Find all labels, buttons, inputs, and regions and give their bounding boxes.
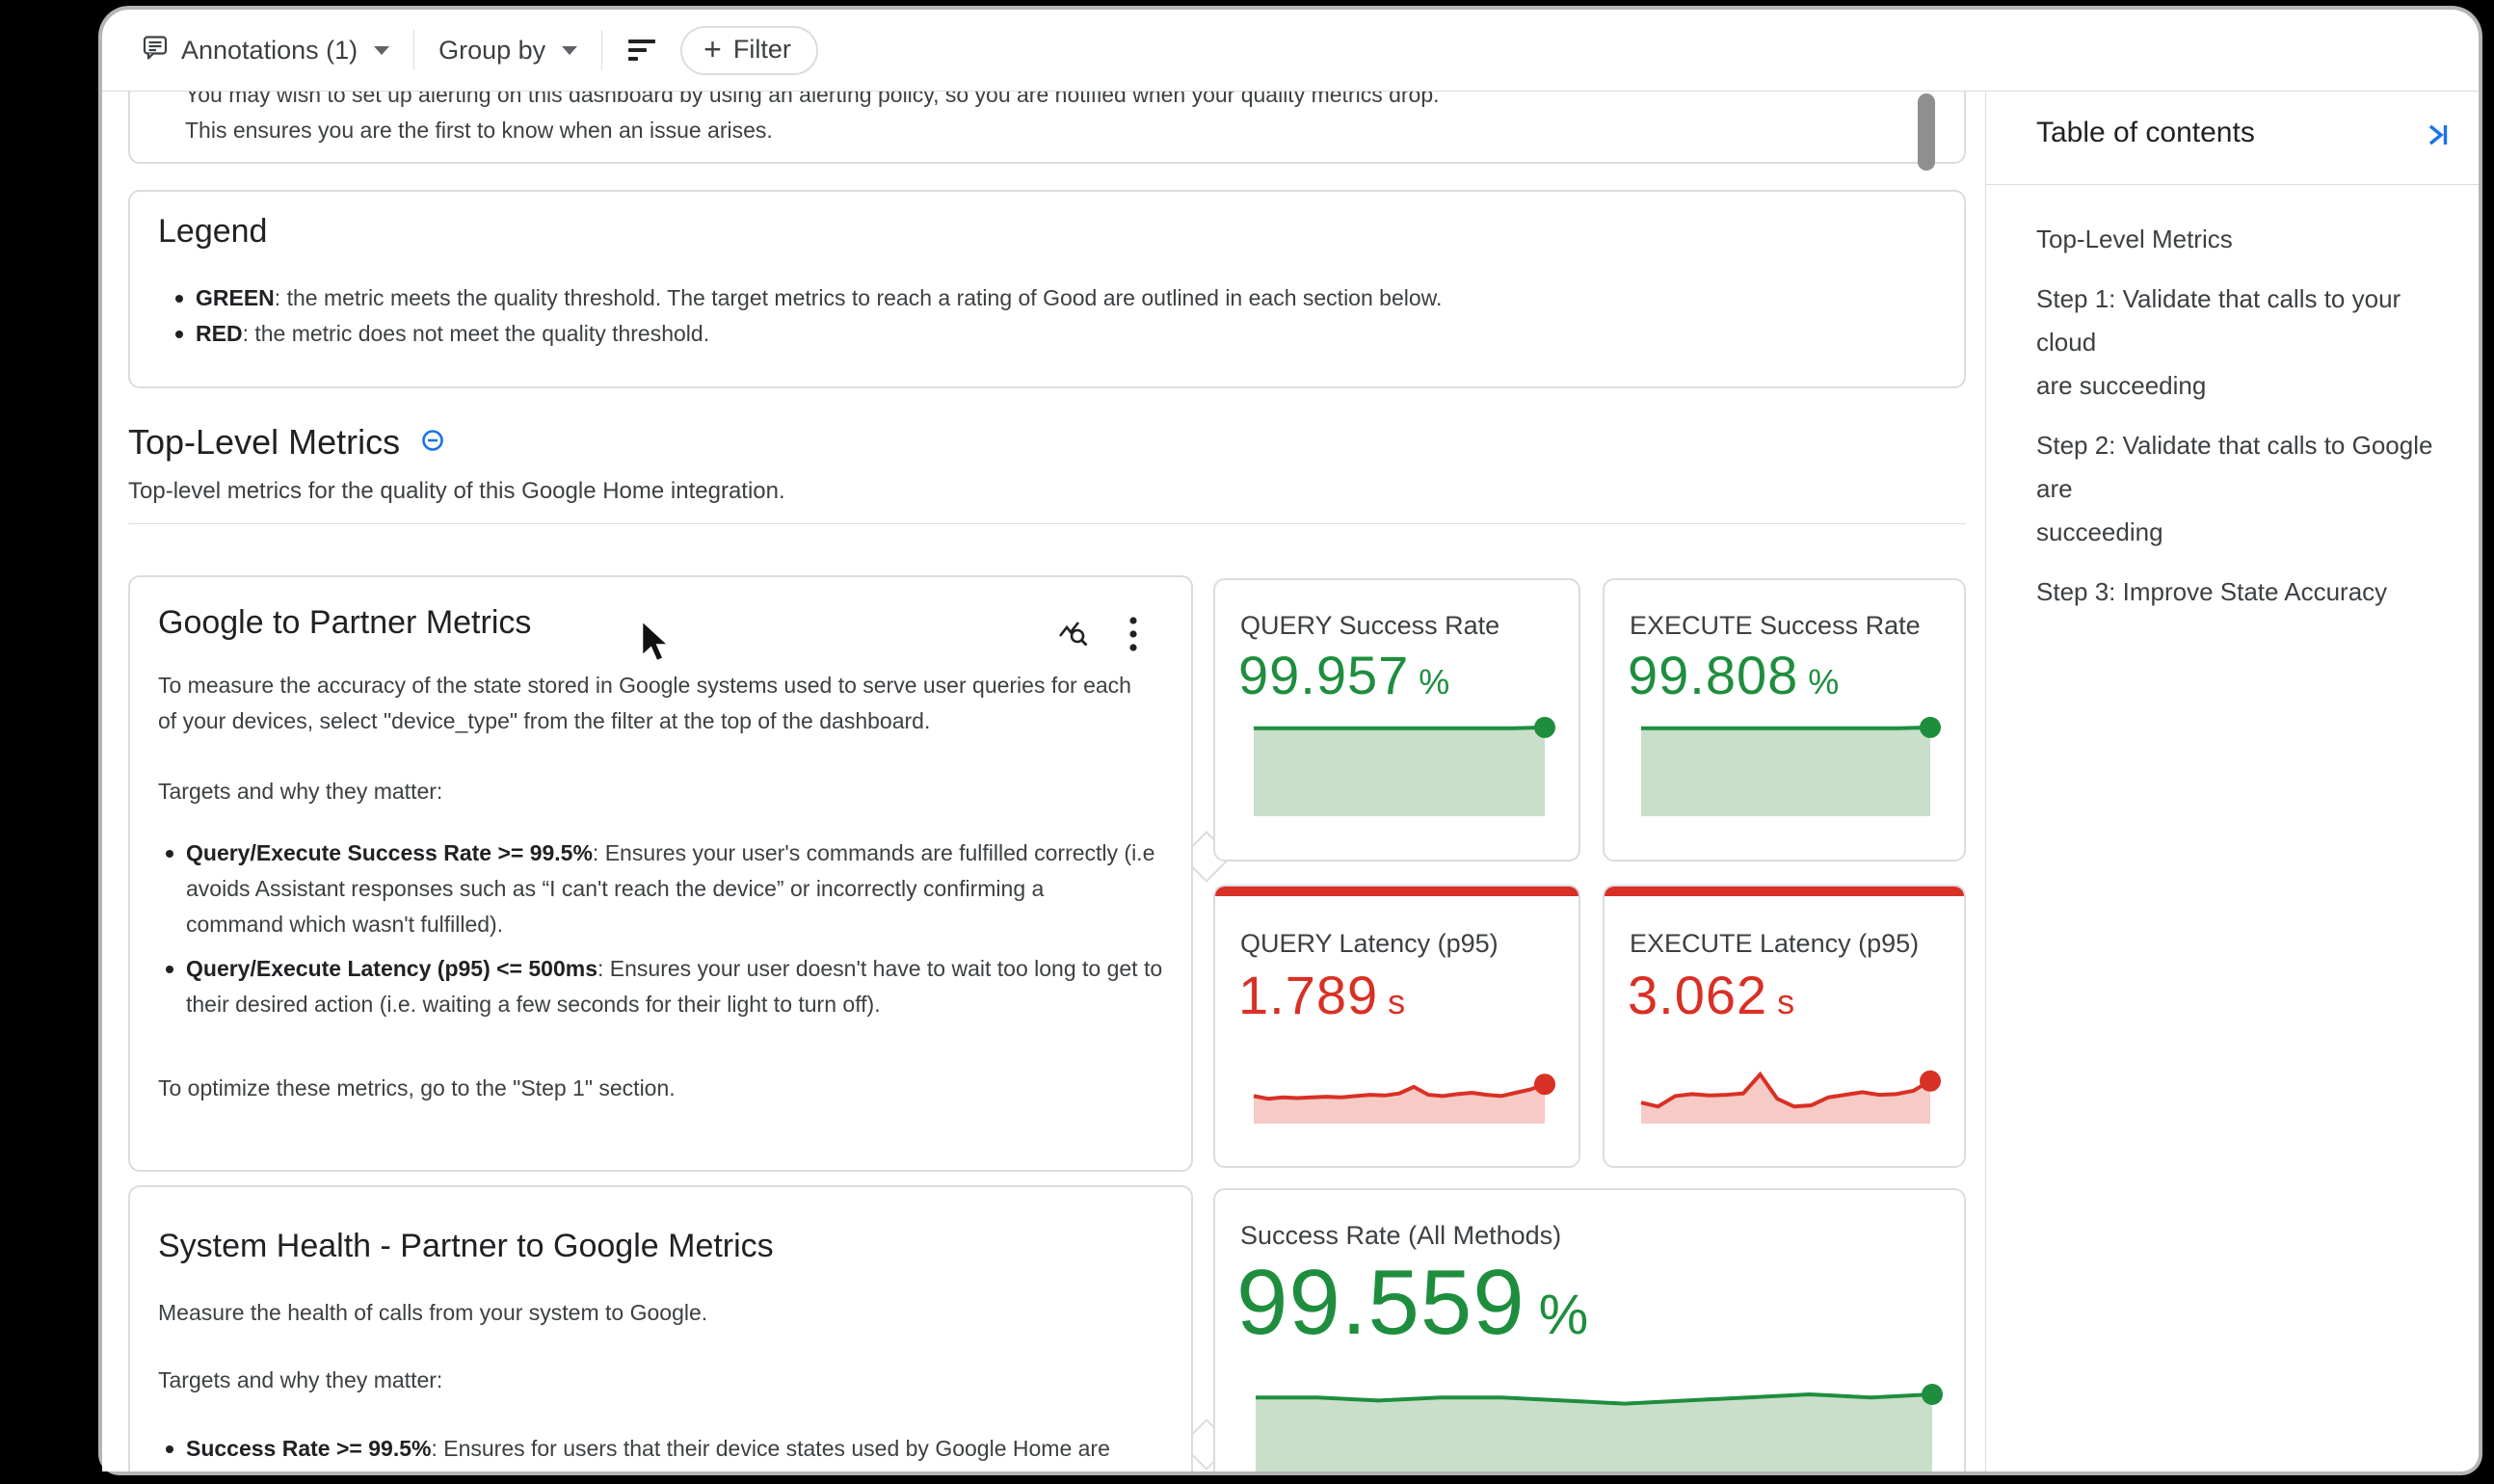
toolbar-divider bbox=[413, 30, 415, 70]
toc-item-step-2[interactable]: Step 2: Validate that calls to Google ar… bbox=[2036, 431, 2433, 546]
intro-text-card: You may wish to set up alerting on this … bbox=[128, 92, 1966, 164]
metrics-explorer-icon[interactable] bbox=[1057, 618, 1090, 655]
dashboard-panel: Annotations (1) Group by + Filter Table … bbox=[102, 10, 2479, 1471]
scrollbar-thumb[interactable] bbox=[1918, 93, 1935, 171]
section-link-icon[interactable] bbox=[419, 427, 446, 459]
execute-latency-card: EXECUTE Latency (p95) 3.062 s bbox=[1603, 885, 1966, 1168]
google-to-partner-title: Google to Partner Metrics bbox=[158, 604, 532, 641]
google-to-partner-card: Google to Partner Metrics bbox=[128, 575, 1193, 1172]
toc-title: Table of contents bbox=[2036, 117, 2255, 148]
filter-button-label: Filter bbox=[732, 34, 791, 64]
system-health-title: System Health - Partner to Google Metric… bbox=[158, 1228, 774, 1264]
legend-title: Legend bbox=[158, 213, 268, 250]
query-latency-card: QUERY Latency (p95) 1.789 s bbox=[1213, 885, 1580, 1168]
targets-label: Targets and why they matter: bbox=[158, 1367, 443, 1392]
toolbar: Annotations (1) Group by + Filter bbox=[102, 10, 2479, 92]
threshold-alert-stripe bbox=[1605, 887, 1964, 896]
targets-list: Success Rate >= 99.5%: Ensures for users… bbox=[158, 1431, 1170, 1471]
mouse-cursor bbox=[633, 618, 677, 673]
targets-label: Targets and why they matter: bbox=[158, 779, 443, 804]
collapse-sidebar-icon[interactable] bbox=[2422, 119, 2453, 155]
legend-item-green: GREEN: the metric meets the quality thre… bbox=[168, 280, 1902, 316]
scorecard-title: EXECUTE Latency (p95) bbox=[1630, 929, 1920, 958]
legend-item-red: RED: the metric does not meet the qualit… bbox=[168, 316, 1902, 352]
system-health-paragraph: Measure the health of calls from your sy… bbox=[158, 1300, 708, 1325]
targets-list: Query/Execute Success Rate >= 99.5%: Ens… bbox=[158, 835, 1170, 1022]
sparkline-chart bbox=[1256, 1379, 1943, 1471]
toc-item-step-1[interactable]: Step 1: Validate that calls to your clou… bbox=[2036, 284, 2401, 400]
sparkline-chart bbox=[1640, 1058, 1941, 1124]
sparkline-chart bbox=[1254, 716, 1555, 816]
toolbar-divider bbox=[601, 30, 603, 70]
target-item-success-rate: Query/Execute Success Rate >= 99.5%: Ens… bbox=[158, 835, 1170, 942]
toc-list: Top-Level Metrics Step 1: Validate that … bbox=[2036, 218, 2452, 630]
group-by-label: Group by bbox=[438, 35, 546, 65]
all-methods-success-card: Success Rate (All Methods) 99.559 % bbox=[1213, 1188, 1966, 1471]
legend-list: GREEN: the metric meets the quality thre… bbox=[168, 280, 1902, 352]
target-item-success-rate: Success Rate >= 99.5%: Ensures for users… bbox=[158, 1431, 1170, 1471]
scorecard-unit: % bbox=[1419, 662, 1450, 702]
scorecard-value: 1.789 bbox=[1238, 965, 1379, 1025]
scorecard-value: 3.062 bbox=[1628, 965, 1768, 1025]
add-filter-button[interactable]: + Filter bbox=[680, 25, 818, 75]
filter-list-icon[interactable] bbox=[628, 40, 656, 61]
scorecard-value: 99.559 bbox=[1236, 1251, 1526, 1354]
target-item-latency: Query/Execute Latency (p95) <= 500ms: En… bbox=[158, 951, 1170, 1022]
sparkline-chart bbox=[1641, 716, 1941, 816]
chevron-down-icon bbox=[374, 45, 390, 55]
scorecard-unit: s bbox=[1388, 982, 1406, 1021]
legend-card: Legend GREEN: the metric meets the quali… bbox=[128, 190, 1966, 388]
scorecard-value: 99.957 bbox=[1238, 645, 1410, 705]
section-title: Top-Level Metrics bbox=[128, 422, 401, 462]
scorecard-title: QUERY Latency (p95) bbox=[1240, 929, 1499, 958]
section-heading: Top-Level Metrics bbox=[128, 422, 446, 463]
system-health-card: System Health - Partner to Google Metric… bbox=[128, 1185, 1193, 1471]
overflow-menu-icon[interactable] bbox=[1128, 616, 1138, 657]
scorecard-title: QUERY Success Rate bbox=[1240, 611, 1500, 640]
scorecard-title: Success Rate (All Methods) bbox=[1240, 1221, 1562, 1250]
section-divider bbox=[128, 523, 1966, 524]
scorecard-title: EXECUTE Success Rate bbox=[1630, 611, 1921, 640]
google-to-partner-paragraph: To measure the accuracy of the state sto… bbox=[158, 673, 1131, 733]
scorecard-unit: s bbox=[1777, 982, 1795, 1021]
optimize-note: To optimize these metrics, go to the "St… bbox=[158, 1075, 676, 1100]
annotations-button[interactable]: Annotations (1) bbox=[142, 34, 390, 67]
intro-clipped-line: You may wish to set up alerting on this … bbox=[185, 92, 1440, 107]
toc-sidebar: Table of contents Top-Level Metrics Step… bbox=[1985, 93, 2479, 1471]
sparkline-chart bbox=[1253, 1058, 1555, 1124]
toc-item-top-level-metrics[interactable]: Top-Level Metrics bbox=[2036, 225, 2233, 253]
annotations-label: Annotations (1) bbox=[181, 35, 358, 65]
scorecard-value: 99.808 bbox=[1628, 645, 1799, 705]
threshold-alert-stripe bbox=[1215, 887, 1579, 896]
scorecard-unit: % bbox=[1538, 1284, 1589, 1346]
annotation-comment-icon bbox=[142, 34, 169, 67]
dashboard-scroll-area: You may wish to set up alerting on this … bbox=[102, 92, 1985, 1471]
scorecard-unit: % bbox=[1808, 662, 1840, 702]
execute-success-card: EXECUTE Success Rate 99.808 % bbox=[1603, 578, 1966, 861]
group-by-button[interactable]: Group by bbox=[438, 35, 578, 66]
intro-line: This ensures you are the first to know w… bbox=[185, 118, 773, 143]
chevron-down-icon bbox=[562, 45, 578, 55]
section-description: Top-level metrics for the quality of thi… bbox=[128, 478, 785, 504]
toc-item-step-3[interactable]: Step 3: Improve State Accuracy bbox=[2036, 577, 2388, 606]
plus-icon: + bbox=[703, 32, 722, 66]
query-success-card: QUERY Success Rate 99.957 % bbox=[1213, 578, 1580, 861]
toc-divider bbox=[1986, 184, 2479, 185]
